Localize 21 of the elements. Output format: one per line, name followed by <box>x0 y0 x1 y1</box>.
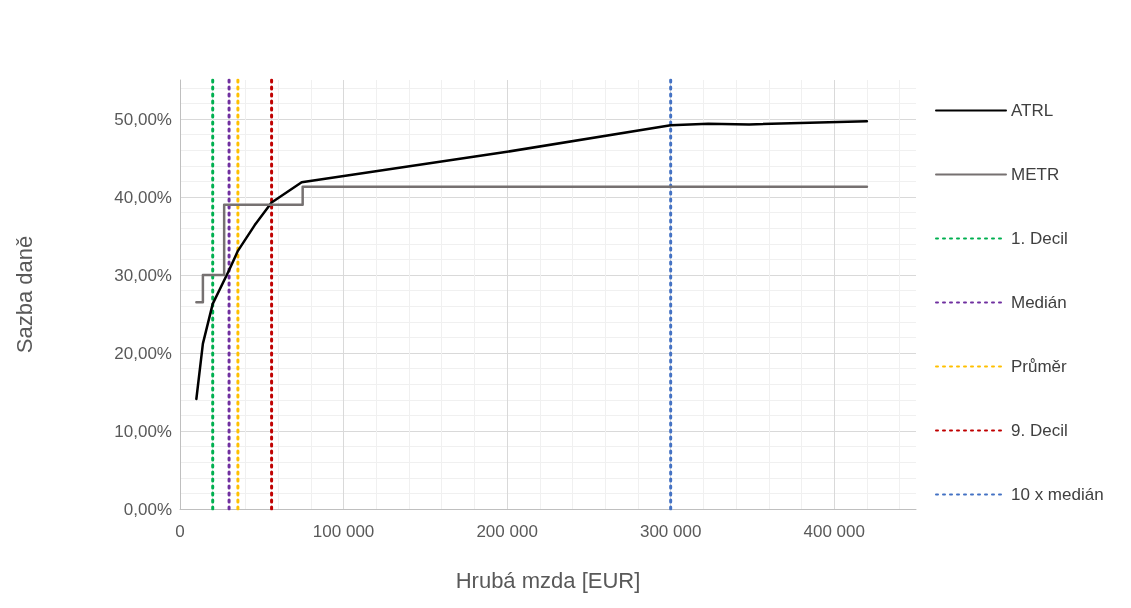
y-tick-label: 30,00% <box>114 265 172 285</box>
y-tick-label: 50,00% <box>114 109 172 129</box>
legend-label: 10 x medián <box>1011 485 1104 504</box>
legend-label: METR <box>1011 165 1060 184</box>
y-tick-label: 0,00% <box>123 499 172 519</box>
x-tick-label: 0 <box>175 522 185 541</box>
legend-label: Průměr <box>1011 357 1068 376</box>
x-axis-title: Hrubá mzda [EUR] <box>455 567 641 593</box>
y-tick-label: 40,00% <box>114 187 172 207</box>
x-tick-label: 300 000 <box>639 522 702 541</box>
x-tick-label: 100 000 <box>312 522 375 541</box>
legend-label: Medián <box>1011 293 1067 312</box>
x-tick-label: 400 000 <box>803 522 865 541</box>
y-axis-title: Sazba daně <box>11 235 37 354</box>
line-series <box>195 120 869 401</box>
legend-label: 1. Decil <box>1011 229 1068 248</box>
y-tick-label: 20,00% <box>114 343 172 363</box>
legend-label: ATRL <box>1011 101 1054 120</box>
legend-label: 9. Decil <box>1011 421 1068 440</box>
y-tick-label: 10,00% <box>114 421 172 441</box>
x-tick-label: 200 000 <box>476 522 538 541</box>
